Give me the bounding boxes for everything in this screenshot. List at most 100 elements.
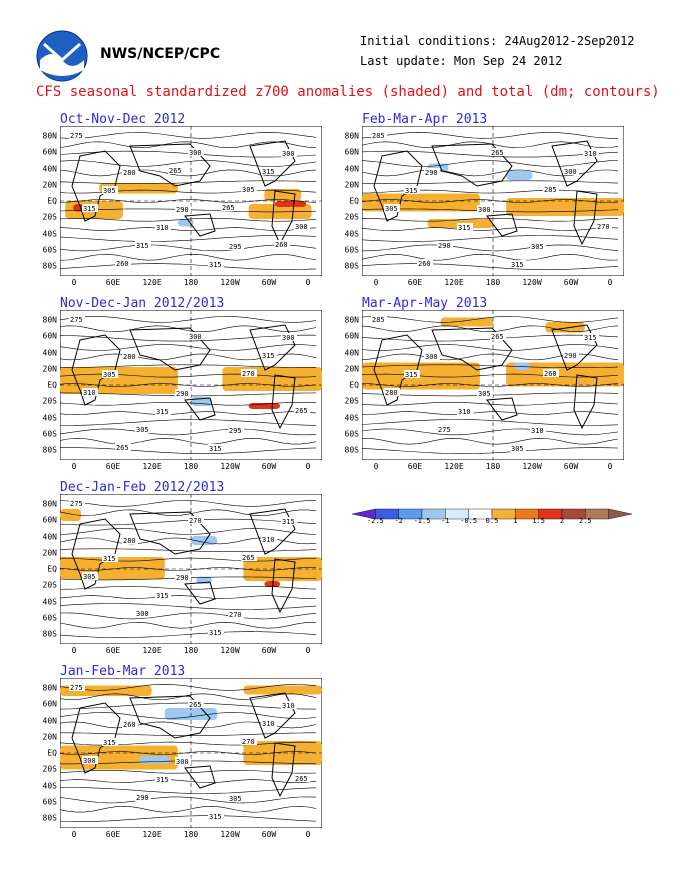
contour-label-bg (228, 426, 244, 434)
latitude-label: 40S (344, 413, 359, 422)
contour-line (60, 741, 317, 746)
anomaly-shading (60, 509, 81, 521)
contour-label: 260 (123, 721, 136, 729)
contour-label-bg (82, 756, 98, 764)
contour-label-bg (188, 332, 204, 340)
coastline (184, 765, 216, 789)
longitude-label: 180 (183, 646, 199, 655)
anomaly-shading (506, 198, 624, 216)
contour-line (60, 612, 317, 620)
latitude-label: 20N (42, 180, 57, 190)
longitude-label: 120W (522, 278, 542, 287)
contour-line (60, 595, 317, 599)
longitude-label: 120W (220, 646, 240, 655)
contour-label-bg (82, 572, 98, 580)
latitude-label: 40N (344, 348, 359, 357)
contour-label-bg (69, 131, 85, 139)
contour-label: 290 (176, 390, 189, 398)
longitude-labels: 0 60E 120E 180 120W 60W 0 (60, 278, 322, 290)
contour-label-bg (188, 148, 204, 156)
longitude-label: 60E (105, 278, 121, 287)
panel-title: Dec-Jan-Feb 2012/2013 (60, 480, 225, 495)
latitude-label: 80S (344, 445, 359, 455)
contour-label-bg (563, 351, 579, 359)
contour-line (60, 263, 317, 270)
coastline (249, 508, 296, 555)
latitude-labels: 80N 60N 40N 20N EQ 20S 40S 60S 80S (340, 126, 362, 276)
anomaly-map: 285 290 300 305 310 315 315 315 300 305 290 265 285 2… (362, 126, 624, 276)
coastline (431, 327, 513, 371)
longitude-label: 60E (105, 830, 121, 839)
contour-label: 315 (209, 261, 222, 269)
contour-line (362, 227, 619, 231)
contour-label-bg (596, 222, 612, 230)
contour-line (362, 383, 619, 387)
contour-label-bg (208, 812, 224, 820)
contour-line (60, 518, 317, 526)
contour-line (60, 779, 317, 783)
latitude-label: 40S (42, 597, 57, 606)
contour-label: 260 (116, 260, 129, 268)
contour-label: 315 (262, 352, 275, 360)
contour-label-bg (115, 259, 131, 267)
coastline (551, 140, 598, 187)
contour-label-bg (82, 204, 98, 212)
latitude-label: 20S (344, 212, 359, 222)
contour-label: 265 (222, 204, 235, 212)
contour-line (362, 244, 619, 252)
contour-label-bg (228, 242, 244, 250)
latitude-label: EQ (47, 564, 57, 574)
contour-label: 280 (385, 389, 398, 397)
contour-label-bg (208, 628, 224, 636)
contour-line (60, 316, 317, 323)
latitude-label: EQ (349, 196, 359, 206)
contour-label: 300 (83, 757, 96, 765)
contour-label: 285 (544, 186, 557, 194)
contour-label: 315 (156, 408, 169, 416)
latitude-label: 80N (42, 499, 57, 509)
anomaly-shading (440, 317, 493, 327)
coastline (129, 327, 211, 371)
contour-label: 315 (209, 813, 222, 821)
contour-label: 265 (242, 554, 255, 562)
longitude-label: 180 (183, 462, 199, 471)
contour-line (362, 402, 619, 406)
contour-label: 315 (156, 776, 169, 784)
contour-line (60, 325, 317, 333)
latitude-label: 80S (42, 445, 57, 455)
longitude-label: 0 (305, 462, 311, 471)
contour-label-bg (175, 757, 191, 765)
contour-label-bg (384, 388, 400, 396)
latitude-label: 60S (42, 245, 57, 255)
contour-label: 290 (176, 574, 189, 582)
contour-line (60, 437, 317, 445)
contour-line (60, 235, 317, 242)
panel-title: Oct-Nov-Dec 2012 (60, 112, 186, 127)
coastline (184, 213, 216, 237)
contour-label: 310 (584, 150, 597, 158)
contour-label: 300 (282, 334, 295, 342)
longitude-labels: 0 60E 120E 180 120W 60W 0 (362, 462, 624, 474)
anomaly-shading (191, 536, 218, 545)
contour-label: 270 (242, 370, 255, 378)
panel-djf-2012-2013: Dec-Jan-Feb 2012/2013 80N 60N 40N 20N EQ 20S 4… (43, 480, 360, 670)
contour-label: 300 (564, 168, 577, 176)
contour-label: 270 (597, 223, 610, 231)
latitude-label: 60N (42, 515, 57, 525)
contour-label: 305 (229, 795, 242, 803)
anomaly-map: 275 260 300 305 310 315 315 315 310 300 290 265 270 2… (60, 678, 322, 828)
contour-label-bg (437, 241, 453, 249)
contour-label-bg (530, 242, 546, 250)
contour-label: 315 (584, 334, 597, 342)
contour-label: 285 (372, 316, 385, 324)
latitude-label: 20S (344, 396, 359, 406)
latitude-label: 40N (42, 532, 57, 541)
latitude-label: 20S (42, 764, 57, 774)
contour-label-bg (490, 148, 506, 156)
coastline (551, 324, 598, 371)
contour-line (362, 428, 619, 436)
contour-line (60, 150, 317, 158)
latitude-label: 20S (42, 212, 57, 222)
contour-label: 295 (229, 243, 242, 251)
contour-line (60, 702, 316, 710)
